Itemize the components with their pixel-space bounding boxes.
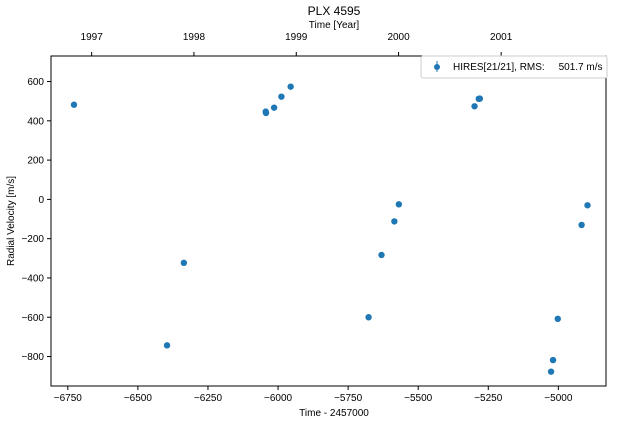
y-tick-label: 0 (38, 195, 44, 206)
legend: HIRES[21/21], RMS: 501.7 m/s (420, 55, 608, 79)
x-axis-title: Time - 2457000 (299, 408, 369, 419)
x-tick-label: −5000 (544, 393, 573, 404)
y-tick-label: −600 (21, 313, 44, 324)
top-axis-ticks: 1997 1998 1999 2000 2001 (81, 32, 513, 56)
y-axis-title: Radial Velocity [m/s] (6, 176, 17, 266)
data-point (391, 218, 398, 225)
data-point (395, 201, 403, 208)
legend-marker (434, 64, 440, 70)
x-tick-label: −6000 (264, 393, 293, 404)
legend-box (420, 55, 608, 79)
data-point (584, 202, 591, 209)
top-axis-title: Time [Year] (309, 20, 360, 31)
x-tick-label: −5750 (334, 393, 363, 404)
data-point (471, 103, 478, 110)
top-tick-label: 1997 (81, 32, 104, 43)
top-tick-label: 1999 (285, 32, 308, 43)
data-point (70, 101, 78, 108)
x-tick-label: −5500 (404, 393, 433, 404)
data-point (476, 95, 484, 102)
x-tick-label: −6250 (194, 393, 223, 404)
plot-frame (50, 55, 607, 387)
top-tick-label: 2000 (387, 32, 410, 43)
y-tick-label: −200 (21, 234, 44, 245)
y-tick-label: −800 (21, 352, 44, 363)
data-point (287, 83, 294, 90)
data-points (70, 83, 591, 375)
data-point (270, 104, 278, 111)
y-tick-label: 200 (27, 156, 44, 167)
data-point (163, 342, 171, 349)
chart-title: PLX 4595 (308, 4, 361, 18)
x-tick-label: −5250 (474, 393, 503, 404)
data-point (378, 251, 385, 259)
y-tick-label: 400 (27, 116, 44, 127)
x-tick-label: −6500 (124, 393, 153, 404)
data-point (278, 93, 285, 100)
data-point (547, 368, 555, 375)
data-point (365, 314, 372, 321)
data-point (180, 259, 188, 267)
y-tick-label: −400 (21, 273, 44, 284)
data-point (554, 315, 561, 323)
x-tick-label: −6750 (54, 393, 83, 404)
data-point (578, 221, 585, 229)
y-tick-label: 600 (27, 77, 44, 88)
data-point (549, 356, 557, 364)
data-point (262, 108, 269, 115)
top-tick-label: 1998 (183, 32, 206, 43)
top-tick-label: 2001 (490, 32, 513, 43)
x-axis-ticks: −6750 −6500 −6250 −6000 −5750 −5500 −5250 −5000 (54, 386, 573, 404)
legend-label: HIRES[21/21], RMS: 501.7 m/s (453, 62, 603, 73)
y-axis-ticks: −800 −600 −400 −200 0 200 400 600 (21, 77, 51, 363)
